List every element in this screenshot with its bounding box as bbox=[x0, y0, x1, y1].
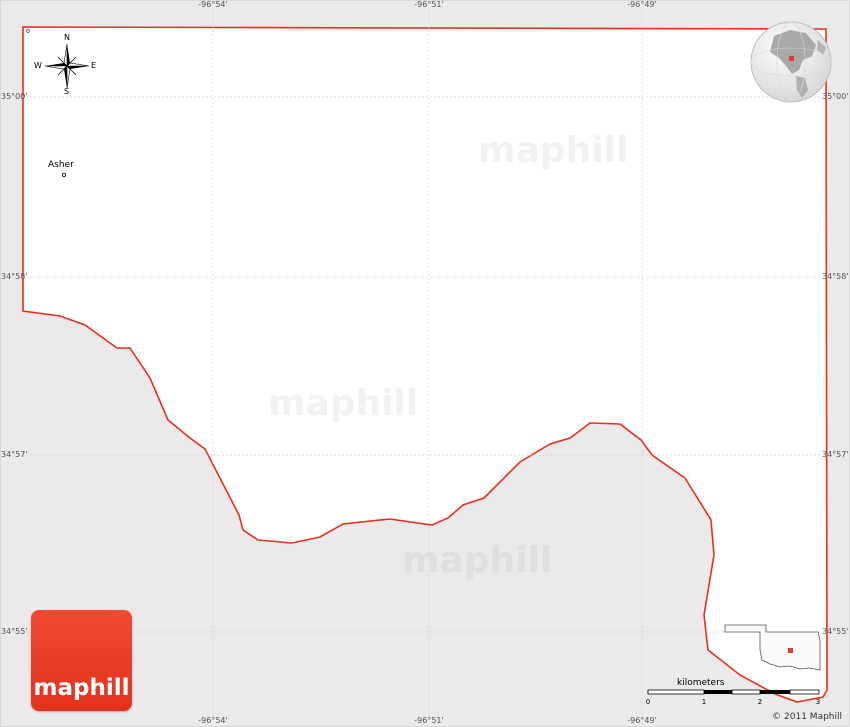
watermark-text: maphill bbox=[402, 540, 553, 581]
compass-north-label: N bbox=[64, 33, 70, 42]
logo-text: maphill bbox=[33, 675, 130, 701]
copyright-text: © 2011 Maphill bbox=[772, 712, 842, 722]
scale-tick-label: 0 bbox=[645, 698, 651, 706]
compass-east-label: E bbox=[91, 61, 97, 70]
watermark-text: maphill bbox=[478, 130, 629, 171]
longitude-label: -96°51' bbox=[414, 0, 444, 9]
scale-title: kilometers bbox=[677, 678, 725, 688]
longitude-label: -96°49' bbox=[627, 0, 657, 9]
latitude-label: 34°58' bbox=[1, 272, 28, 281]
place-label-asher[interactable]: Asher bbox=[48, 160, 74, 170]
compass-rose-icon bbox=[44, 43, 90, 89]
scale-bar bbox=[647, 689, 820, 695]
compass-west-label: W bbox=[34, 61, 42, 70]
longitude-label: -96°54' bbox=[198, 0, 228, 9]
graticule bbox=[10, 10, 840, 716]
longitude-label: -96°49' bbox=[627, 716, 657, 725]
oklahoma-outline-icon bbox=[724, 624, 821, 671]
maphill-logo[interactable]: maphill bbox=[31, 610, 132, 711]
latitude-label: 34°58' bbox=[822, 272, 849, 281]
latitude-label: 34°55' bbox=[822, 627, 849, 636]
latitude-label: 35°00' bbox=[1, 92, 28, 101]
compass-south-label: S bbox=[64, 87, 70, 96]
latitude-label: 35°00' bbox=[822, 92, 849, 101]
latitude-label: 34°55' bbox=[1, 627, 28, 636]
latitude-label: 34°57' bbox=[822, 450, 849, 459]
scale-tick-label: 2 bbox=[757, 698, 763, 706]
scale-tick-label: 3 bbox=[815, 698, 821, 706]
longitude-label: -96°51' bbox=[414, 716, 444, 725]
county-area bbox=[22, 26, 828, 703]
corner-marker bbox=[26, 29, 30, 33]
longitude-label: -96°54' bbox=[198, 716, 228, 725]
globe-north-america-icon bbox=[750, 21, 832, 103]
town-marker-icon bbox=[62, 172, 67, 177]
watermark-text: maphill bbox=[268, 383, 419, 424]
scale-tick-label: 1 bbox=[701, 698, 707, 706]
latitude-label: 34°57' bbox=[1, 450, 28, 459]
